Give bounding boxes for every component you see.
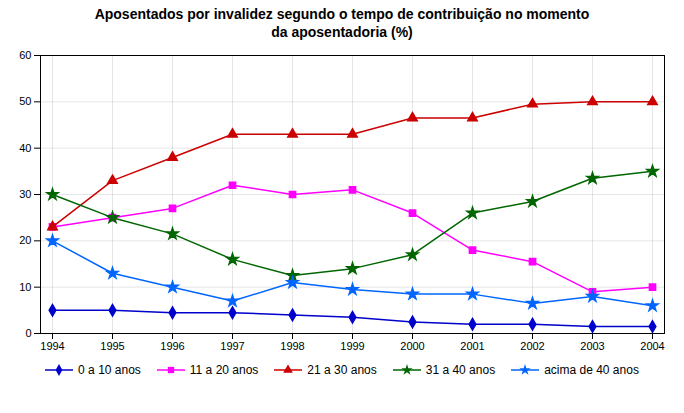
- svg-text:60: 60: [19, 49, 31, 61]
- svg-text:1996: 1996: [160, 340, 184, 352]
- svg-text:40: 40: [19, 142, 31, 154]
- svg-text:2004: 2004: [640, 340, 664, 352]
- html-text:acima de 40 anos: acima de 40 anos: [544, 363, 639, 377]
- svg-text:2002: 2002: [520, 340, 544, 352]
- html-text:21 a 30 anos: 21 a 30 anos: [307, 363, 377, 377]
- svg-text:1999: 1999: [340, 340, 364, 352]
- svg-text:0: 0: [25, 327, 31, 339]
- svg-text:1995: 1995: [100, 340, 124, 352]
- svg-text:30: 30: [19, 188, 31, 200]
- html-text:0 a 10 anos: 0 a 10 anos: [78, 363, 141, 377]
- svg-text:1998: 1998: [280, 340, 304, 352]
- svg-text:1997: 1997: [220, 340, 244, 352]
- svg-text:2001: 2001: [460, 340, 484, 352]
- svg-text:10: 10: [19, 281, 31, 293]
- html-text:11 a 20 anos: 11 a 20 anos: [189, 363, 259, 377]
- svg-text:2000: 2000: [400, 340, 424, 352]
- svg-text:50: 50: [19, 95, 31, 107]
- html-text:31 a 40 anos: 31 a 40 anos: [425, 363, 496, 377]
- svg-text:1994: 1994: [40, 340, 64, 352]
- svg-text:20: 20: [19, 234, 31, 246]
- svg-text:2003: 2003: [580, 340, 604, 352]
- html-text:Aposentados por invalidez segu: Aposentados por invalidez segundo o temp…: [94, 6, 590, 40]
